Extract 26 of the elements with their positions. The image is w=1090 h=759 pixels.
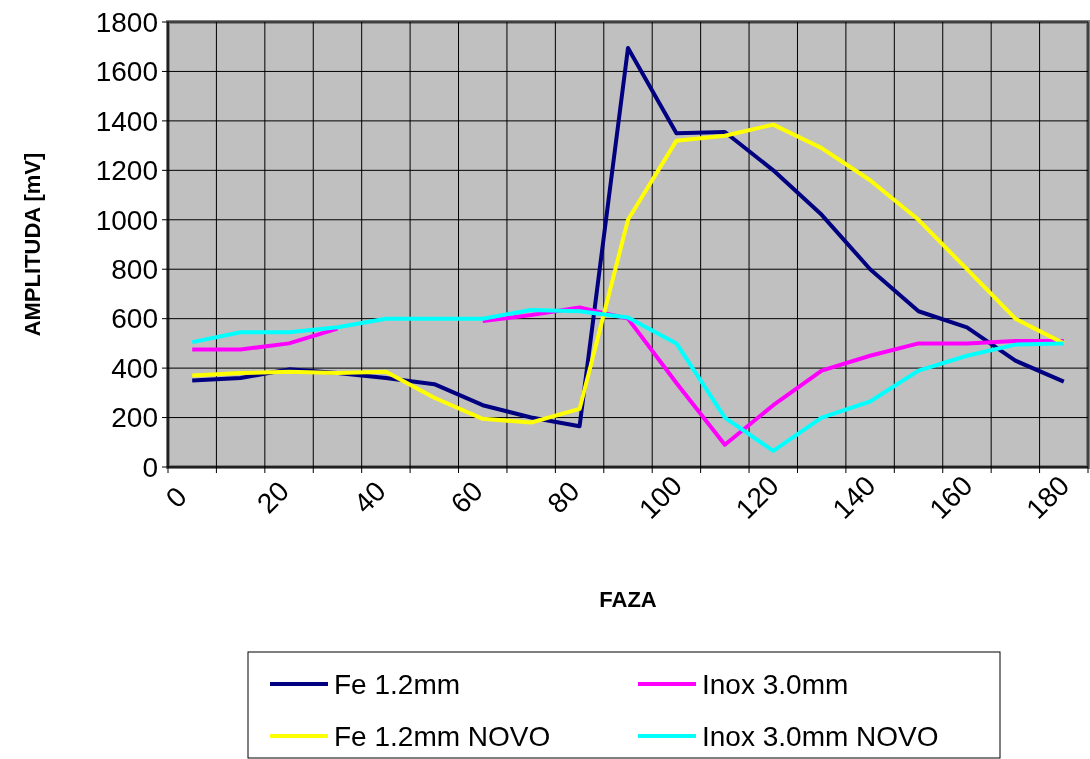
x-tick-label: 40 (347, 475, 392, 520)
x-tick-label: 180 (1020, 469, 1076, 525)
legend-label: Fe 1.2mm NOVO (334, 720, 551, 752)
y-tick-label: 1000 (95, 204, 158, 236)
x-tick-label: 140 (826, 469, 882, 525)
legend-label: Fe 1.2mm (334, 668, 461, 700)
x-tick-label: 60 (444, 475, 489, 520)
y-tick-label: 400 (111, 352, 158, 384)
x-tick-label: 80 (541, 475, 586, 520)
y-tick-label: 800 (111, 254, 158, 286)
x-tick-label: 20 (251, 475, 296, 520)
y-tick-label: 1800 (95, 6, 158, 38)
y-tick-label: 1600 (95, 56, 158, 88)
y-tick-label: 1400 (95, 105, 158, 137)
line-series (190, 122, 1066, 425)
x-tick-label: 160 (923, 469, 979, 525)
x-tick-label: 120 (729, 469, 785, 525)
x-tick-label: 0 (159, 480, 193, 514)
y-tick-label: 1200 (95, 155, 158, 187)
y-tick-label: 200 (111, 402, 158, 434)
legend-label: Inox 3.0mm (702, 668, 849, 700)
legend-label: Inox 3.0mm NOVO (702, 720, 939, 752)
x-axis-title: FAZA (599, 587, 657, 612)
y-tick-label: 600 (111, 303, 158, 335)
y-axis-title: AMPLITUDA [mV] (20, 152, 45, 337)
x-tick-label: 100 (632, 469, 688, 525)
